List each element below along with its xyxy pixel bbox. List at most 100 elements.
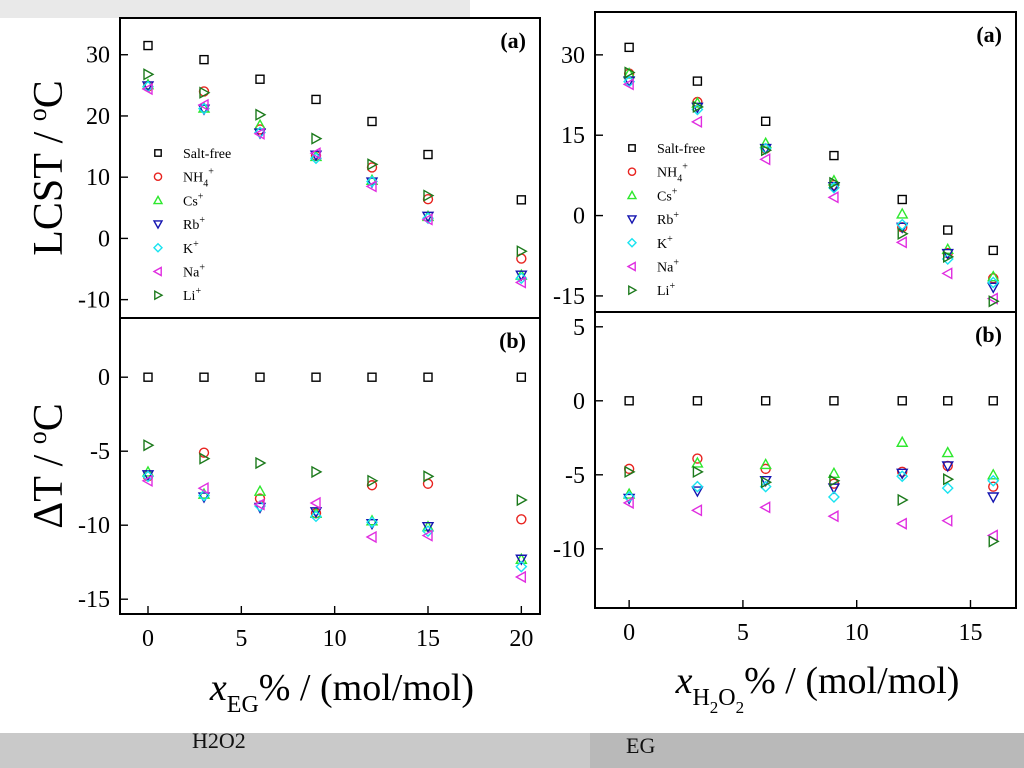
legend: Salt-free NH4+Cs+ Rb+ K+ Na+ Li+ [152,147,231,304]
data-point [987,492,1000,504]
legend-marker [152,266,162,277]
background-band-right [590,733,1024,768]
y-tick-label: -10 [78,513,110,539]
data-point [516,245,528,258]
data-point [829,150,839,161]
panel-label: (b) [975,322,1002,347]
data-point [255,74,265,84]
data-point [253,127,265,140]
legend-marker [628,144,636,152]
y-tick-label: 30 [561,43,585,69]
data-point [827,510,839,523]
data-point [421,521,435,534]
x-tick-label: 15 [416,626,440,652]
data-point [516,514,527,525]
legend-label: K+ [657,234,673,252]
data-point [941,461,954,473]
data-point [366,175,378,188]
background-text-h2o2: H2O2 [192,728,246,753]
data-point [897,227,909,240]
y-tick-label: 0 [573,204,585,230]
panel-label: (a) [500,28,526,53]
data-point [311,465,323,479]
legend-label: Li+ [183,286,201,304]
background-text-eg: EG [626,733,656,758]
x-tick-label: 0 [142,626,154,652]
x-tick-label: 20 [509,626,533,652]
legend-marker [628,285,638,296]
data-point [253,484,267,496]
data-point [987,270,1000,282]
data-point [199,54,209,65]
data-point [199,86,211,99]
data-point [691,486,704,498]
data-point [941,446,954,458]
plot-frame [594,11,1017,609]
data-point [311,94,321,105]
legend-label: NH4+ [657,162,688,185]
y-tick-label: -10 [78,288,110,314]
data-point [829,474,841,487]
legend-marker [154,149,162,157]
legend-label: Li+ [657,281,675,299]
y-tick-label: 0 [98,365,110,391]
data-point [423,189,435,202]
data-point [943,250,955,264]
x-tick-label: 10 [323,626,347,652]
data-point [987,282,1000,294]
data-point [367,116,377,127]
data-point [897,493,909,507]
data-point [943,396,953,406]
data-point [829,396,839,406]
data-point [515,560,528,573]
data-point [760,476,773,489]
legend-marker [153,172,163,181]
data-point [897,194,907,205]
data-point [624,42,634,53]
data-point [692,453,703,464]
data-point [421,529,433,542]
data-point [896,435,909,447]
data-point [988,535,1000,548]
data-point [691,456,704,468]
data-point [309,496,321,510]
data-point [516,372,527,382]
y-tick-label: -10 [553,537,585,563]
legend-label: Salt-free [657,142,705,157]
y-tick-label: 5 [573,315,585,341]
x-tick-label: 10 [845,620,869,646]
data-point [896,207,909,219]
y-tick-label: 15 [561,123,585,149]
y-axis-label: ΔT / oC [23,403,72,529]
data-point [253,128,267,140]
data-point [895,236,907,249]
data-point [896,218,909,231]
y-tick-label: -5 [90,439,110,465]
data-point [897,466,908,478]
legend-label: Na+ [183,263,205,281]
data-point [943,473,955,486]
data-point [987,474,1000,487]
data-point [143,439,155,452]
data-point [423,470,435,483]
data-point [309,507,323,519]
data-point [255,456,267,470]
data-point [897,396,907,406]
panel-b: 0 -5 -10 -15 (b) ΔT / oC [23,328,528,613]
data-point [423,372,433,382]
data-point [692,396,703,406]
data-point [622,496,634,510]
y-tick-label: -5 [565,463,585,489]
data-point [516,195,527,205]
data-point [988,245,998,256]
data-point [690,504,703,517]
y-tick-label: -15 [553,284,585,310]
data-point [624,465,636,479]
data-point [142,470,154,483]
data-point [829,176,841,190]
data-point [421,213,433,226]
x-tick-label: 5 [737,620,749,646]
data-point [692,100,704,114]
data-point [255,372,265,382]
data-point [515,554,528,566]
